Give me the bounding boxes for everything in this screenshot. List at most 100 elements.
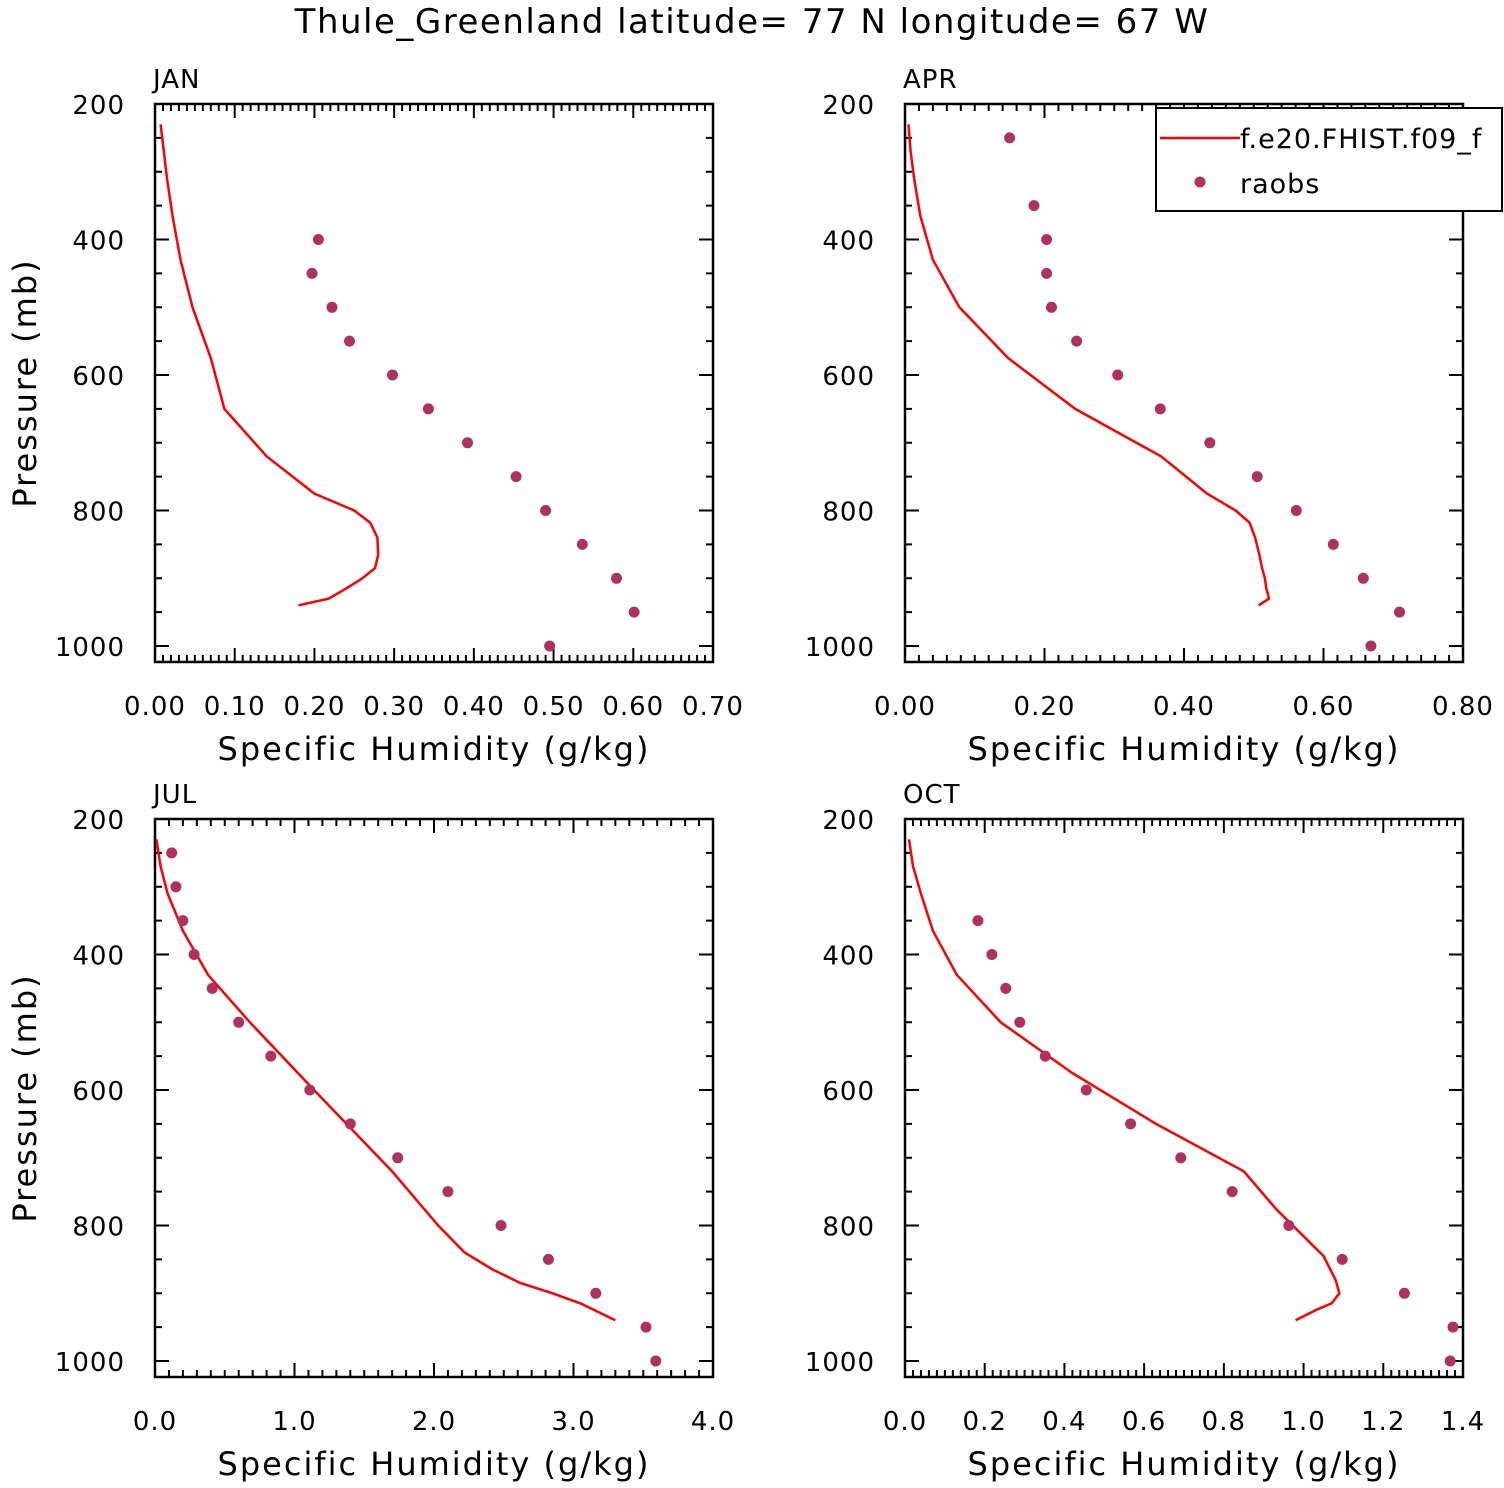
jul-x-tick-label: 2.0 [412,1407,456,1437]
jul-plot-frame [153,817,715,1379]
jan-x-tick-label: 0.60 [602,692,664,722]
oct-plot-frame [903,817,1465,1379]
oct-obs-point [1125,1118,1137,1130]
jul-obs-point [344,1118,356,1130]
apr-panel-title: APR [903,65,958,95]
apr-x-axis-label: Specific Humidity (g/kg) [968,730,1401,768]
apr-obs-point [1028,200,1040,212]
oct-x-tick-label: 0.8 [1202,1407,1246,1437]
jul-obs-point [177,915,189,927]
oct-x-tick-label: 0.2 [963,1407,1007,1437]
apr-y-tick-label: 600 [822,362,875,392]
oct-y-tick-label: 200 [822,806,875,836]
legend: f.e20.FHIST.f09_f raobs [1155,107,1503,212]
oct-obs-point [1336,1253,1348,1265]
jul-obs-point [206,982,218,994]
apr-x-tick-label: 0.40 [1153,692,1215,722]
panel-oct: 0.0 0.2 0.4 0.6 0.8 1.0 1.2 1.4 200 400 600 800 1000… [805,780,1484,1483]
oct-obs-point [1000,982,1012,994]
jul-obs-point [392,1152,404,1164]
jul-obs-point [650,1355,662,1367]
apr-obs-point [1251,471,1263,483]
oct-model-line [907,839,1341,1322]
jan-panel-title: JAN [151,65,200,95]
apr-y-tick-label: 200 [822,91,875,121]
jul-y-tick-label: 200 [72,806,125,836]
oct-y-tick-label: 800 [822,1213,875,1243]
oct-y-tick-label: 600 [822,1077,875,1107]
jul-obs-point [170,881,182,893]
oct-obs-point [1398,1287,1410,1299]
jul-x-axis-label: Specific Humidity (g/kg) [218,1445,651,1483]
jul-panel-title: JUL [151,780,197,810]
jul-obs-point [233,1016,245,1028]
apr-obs-point [1327,538,1339,550]
jan-x-tick-label: 0.50 [523,692,585,722]
oct-obs-point [1447,1321,1459,1333]
jul-obs-point [166,847,178,859]
jul-obs-point [495,1220,507,1231]
apr-y-tick-label: 400 [822,227,875,257]
jan-obs-point [611,572,622,584]
apr-model-line [907,124,1271,607]
oct-x-tick-label: 1.0 [1281,1407,1325,1437]
oct-panel-title: OCT [903,780,961,810]
legend-obs-swatch [1194,176,1206,188]
apr-obs-point [1041,234,1053,245]
jul-y-tick-label: 600 [72,1077,125,1107]
jan-plot-frame [153,102,715,664]
apr-y-tick-label: 1000 [805,633,875,663]
jan-x-tick-label: 0.20 [283,692,345,722]
apr-obs-point [1357,572,1369,584]
jan-obs-point [628,606,640,618]
oct-y-tick-label: 400 [822,942,875,972]
oct-x-tick-label: 0.4 [1042,1407,1086,1437]
oct-obs-point [1080,1084,1092,1096]
jan-y-tick-label: 200 [72,91,125,121]
jan-model-line [159,124,380,607]
oct-x-tick-label: 0.0 [883,1407,927,1437]
panel-jul: 0.0 1.0 2.0 3.0 4.0 200 400 600 800 1000 JUL Specif… [6,780,734,1483]
jan-obs-point [387,369,398,381]
jan-obs-point [540,505,552,516]
jan-obs-point [462,437,473,449]
apr-x-tick-label: 0.60 [1293,692,1355,722]
jan-x-tick-label: 0.70 [682,692,744,722]
oct-obs-point [1226,1186,1238,1198]
apr-x-tick-label: 0.80 [1432,692,1494,722]
jul-x-tick-label: 1.0 [272,1407,316,1437]
oct-x-tick-label: 1.2 [1361,1407,1405,1437]
jul-y-axis-label: Pressure (mb) [6,973,44,1222]
figure-title: Thule_Greenland latitude= 77 N longitude… [294,2,1210,42]
oct-obs-point [972,915,984,927]
jan-obs-point [576,538,588,550]
apr-obs-point [1290,505,1302,516]
oct-x-axis-label: Specific Humidity (g/kg) [968,1445,1401,1483]
jan-y-tick-label: 800 [72,498,125,528]
apr-obs-point [1112,369,1124,381]
apr-obs-point [1071,335,1083,347]
apr-obs-point [1041,267,1053,279]
jul-y-tick-label: 1000 [55,1348,125,1378]
jan-y-tick-label: 1000 [55,633,125,663]
jan-x-tick-label: 0.10 [204,692,266,722]
apr-x-tick-label: 0.00 [874,692,936,722]
oct-y-tick-label: 1000 [805,1348,875,1378]
apr-x-tick-label: 0.20 [1014,692,1076,722]
jul-obs-point [442,1186,454,1198]
apr-obs-point [1204,437,1216,449]
jan-y-axis-label: Pressure (mb) [6,258,44,507]
oct-obs-point [1039,1050,1051,1062]
oct-obs-point [1283,1220,1295,1231]
panel-apr: 0.00 0.20 0.40 0.60 0.80 200 400 600 800 1000 APR S… [805,65,1494,768]
apr-obs-point [1046,301,1057,313]
jul-obs-point [304,1084,316,1096]
jul-obs-point [640,1321,652,1333]
legend-obs-label: raobs [1240,169,1320,200]
oct-x-tick-label: 0.6 [1122,1407,1166,1437]
jan-x-axis-label: Specific Humidity (g/kg) [218,730,651,768]
jan-x-tick-label: 0.40 [443,692,505,722]
jul-x-tick-label: 0.0 [133,1407,177,1437]
jan-obs-point [326,301,338,313]
